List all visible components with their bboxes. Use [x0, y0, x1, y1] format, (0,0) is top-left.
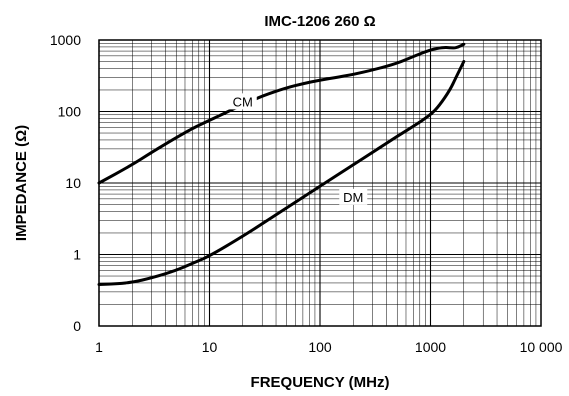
x-tick-label: 10: [202, 339, 218, 355]
y-axis-ticks: 0 1 10 100 1000: [50, 32, 81, 334]
x-axis-ticks: 1 10 100 1000 10 000: [95, 339, 563, 355]
series-line-dm: [97, 60, 466, 286]
series-line-cm: [97, 42, 466, 185]
series-label-dm: DM: [343, 190, 363, 205]
x-axis-label: FREQUENCY (MHz): [251, 374, 390, 391]
y-tick-label: 1: [73, 247, 81, 263]
chart-series-labels: CM DM: [228, 93, 368, 205]
y-tick-label: 100: [58, 104, 82, 120]
series-label-bg: [228, 93, 257, 110]
y-tick-label: 1000: [50, 32, 81, 48]
plot-frame: [98, 39, 542, 327]
chart-grid: [98, 40, 541, 327]
y-axis-label: IMPEDANCE (Ω): [13, 125, 30, 241]
series-label-cm: CM: [233, 94, 253, 109]
series-label-bg: [339, 188, 368, 205]
y-tick-label: 0: [73, 318, 81, 334]
x-tick-label: 100: [308, 339, 332, 355]
x-tick-label: 1000: [415, 339, 446, 355]
x-tick-label: 1: [95, 339, 103, 355]
chart-title: IMC-1206 260 Ω: [264, 13, 375, 30]
chart-series: [97, 42, 466, 286]
y-tick-label: 10: [65, 175, 81, 191]
x-tick-label: 10 000: [520, 339, 563, 355]
